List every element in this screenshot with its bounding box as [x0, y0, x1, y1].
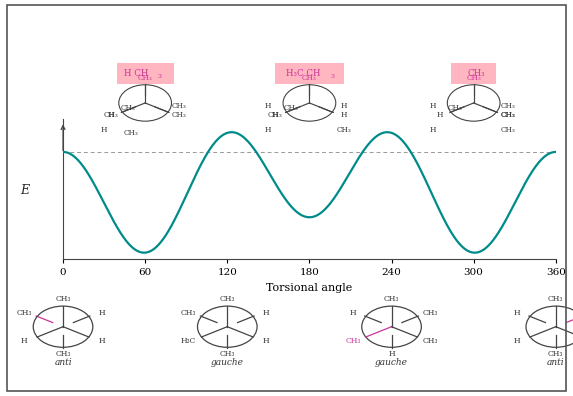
Text: CH₃: CH₃ — [500, 111, 515, 119]
Text: H: H — [99, 309, 105, 317]
Text: H: H — [388, 350, 395, 358]
Text: CH₃: CH₃ — [422, 309, 438, 317]
Text: CH₃: CH₃ — [501, 126, 516, 134]
Text: CH₃: CH₃ — [17, 309, 32, 317]
Text: CH₃: CH₃ — [172, 111, 187, 119]
Text: H: H — [21, 337, 28, 345]
Text: H: H — [514, 337, 520, 345]
Text: H: H — [340, 111, 347, 119]
X-axis label: Torsional angle: Torsional angle — [266, 283, 352, 293]
Text: CH₃: CH₃ — [466, 74, 481, 82]
Text: CH₃: CH₃ — [548, 350, 563, 358]
Text: CH₃: CH₃ — [172, 102, 187, 110]
Text: H: H — [436, 111, 443, 119]
Text: CH₃: CH₃ — [345, 337, 360, 345]
Text: H: H — [272, 111, 278, 119]
Text: 3: 3 — [331, 74, 334, 79]
Text: CH₃: CH₃ — [181, 309, 197, 317]
Text: CH₃: CH₃ — [422, 337, 438, 345]
Text: CH₃: CH₃ — [138, 74, 152, 82]
Text: CH₃: CH₃ — [284, 105, 299, 112]
Text: 3: 3 — [158, 74, 162, 79]
Text: CH₃: CH₃ — [384, 295, 399, 303]
Text: CH₃: CH₃ — [468, 69, 485, 78]
Text: H: H — [101, 126, 107, 134]
Text: CH₃: CH₃ — [104, 111, 119, 119]
Text: CH₃: CH₃ — [500, 111, 515, 119]
Text: H: H — [265, 102, 272, 110]
Text: H₃C CH: H₃C CH — [286, 69, 321, 78]
Text: CH₃: CH₃ — [336, 126, 351, 134]
Text: H₃C: H₃C — [181, 337, 197, 345]
Text: CH₃: CH₃ — [219, 350, 235, 358]
Text: H: H — [262, 337, 269, 345]
Text: gauche: gauche — [375, 358, 408, 367]
Text: CH₃: CH₃ — [501, 102, 516, 110]
Text: CH₃: CH₃ — [268, 111, 282, 119]
Text: H: H — [108, 111, 114, 119]
Text: E: E — [20, 184, 29, 196]
Text: CH₃: CH₃ — [56, 295, 70, 303]
Text: CH₃: CH₃ — [120, 105, 135, 112]
Text: H: H — [429, 126, 435, 134]
Text: H: H — [340, 102, 347, 110]
Text: H: H — [265, 126, 272, 134]
Text: anti: anti — [547, 358, 564, 367]
Text: H: H — [262, 309, 269, 317]
Text: H: H — [514, 309, 520, 317]
Text: CH₃: CH₃ — [548, 295, 563, 303]
Text: anti: anti — [54, 358, 72, 367]
Text: H: H — [350, 309, 356, 317]
Text: H: H — [99, 337, 105, 345]
Text: gauche: gauche — [211, 358, 244, 367]
Text: CH₃: CH₃ — [219, 295, 235, 303]
Text: CH₃: CH₃ — [302, 74, 317, 82]
Text: CH₃: CH₃ — [123, 129, 138, 137]
Text: CH₃: CH₃ — [56, 350, 70, 358]
Text: H CH: H CH — [124, 69, 148, 78]
Text: H: H — [429, 102, 435, 110]
Text: CH₃: CH₃ — [448, 105, 463, 112]
